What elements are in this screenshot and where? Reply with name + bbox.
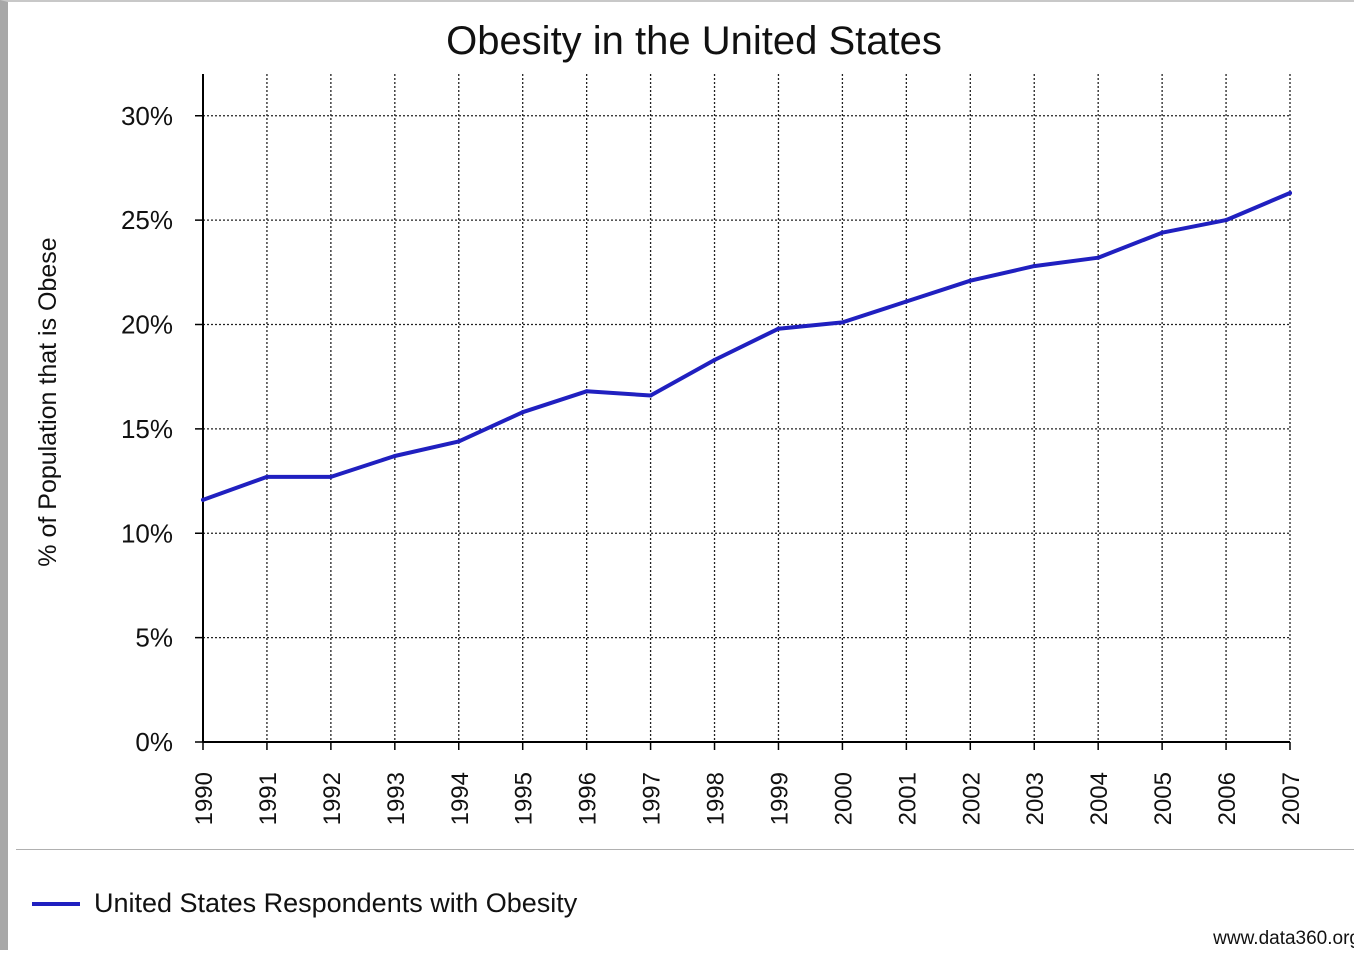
x-tick-label: 2000 bbox=[830, 772, 857, 825]
data-point bbox=[1288, 190, 1292, 195]
x-tick-label: 2004 bbox=[1086, 772, 1113, 825]
chart-canvas: Obesity in the United States % of Popula… bbox=[34, 19, 1305, 825]
legend: United States Respondents with Obesity w… bbox=[16, 849, 1354, 953]
data-point bbox=[1096, 255, 1101, 260]
x-tick-label: 1992 bbox=[319, 772, 346, 825]
data-point bbox=[392, 454, 397, 459]
chart-title: Obesity in the United States bbox=[446, 19, 942, 63]
data-point bbox=[520, 410, 525, 415]
x-tick-label: 2007 bbox=[1278, 772, 1305, 825]
data-point bbox=[584, 389, 589, 394]
y-tick-label: 0% bbox=[135, 727, 173, 757]
y-tick-label: 15% bbox=[121, 414, 173, 444]
data-point bbox=[328, 474, 333, 479]
data-point bbox=[648, 393, 653, 398]
y-tick-label: 30% bbox=[121, 101, 173, 131]
y-tick-label: 20% bbox=[121, 310, 173, 340]
x-tick-label: 1998 bbox=[703, 772, 730, 825]
grid-layer bbox=[203, 74, 1291, 742]
data-point bbox=[712, 357, 717, 362]
data-point bbox=[201, 497, 205, 502]
y-tick-label: 10% bbox=[121, 518, 173, 548]
series-layer bbox=[201, 190, 1292, 502]
x-tick-label: 1990 bbox=[191, 772, 218, 825]
y-axis-label: % of Population that is Obese bbox=[34, 237, 62, 566]
y-tick-labels: 0% 5% 10% 15% 20% 25% 30% bbox=[121, 101, 173, 757]
axes-layer bbox=[195, 74, 1291, 750]
y-tick-label: 5% bbox=[135, 623, 173, 653]
data-point bbox=[776, 326, 781, 331]
legend-label: United States Respondents with Obesity bbox=[94, 888, 578, 918]
data-point bbox=[840, 320, 845, 325]
x-tick-label: 1994 bbox=[447, 772, 474, 825]
x-tick-label: 2003 bbox=[1022, 772, 1049, 825]
data-point bbox=[1032, 264, 1037, 269]
series-line bbox=[201, 191, 1292, 502]
y-tick-label: 25% bbox=[121, 205, 173, 235]
x-tick-label: 2001 bbox=[894, 772, 921, 825]
x-tick-label: 1996 bbox=[575, 772, 602, 825]
legend-swatch bbox=[32, 902, 80, 906]
data-point bbox=[1160, 230, 1165, 235]
x-tick-label: 1997 bbox=[639, 772, 666, 825]
data-point bbox=[904, 299, 909, 304]
source-credit[interactable]: www.data360.org bbox=[1213, 928, 1354, 949]
x-tick-label: 1991 bbox=[255, 772, 282, 825]
x-tick-label: 2002 bbox=[958, 772, 985, 825]
data-point bbox=[968, 278, 973, 283]
data-point bbox=[456, 439, 461, 444]
x-tick-label: 1995 bbox=[511, 772, 538, 825]
x-tick-label: 2006 bbox=[1214, 772, 1241, 825]
x-tick-label: 2005 bbox=[1150, 772, 1177, 825]
data-point bbox=[1224, 218, 1229, 223]
data-point bbox=[264, 474, 269, 479]
x-tick-label: 1999 bbox=[766, 772, 793, 825]
x-tick-labels: 1990 1991 1992 1993 1994 1995 1996 1997 1998 1999… bbox=[191, 772, 1305, 825]
x-tick-label: 1993 bbox=[383, 772, 410, 825]
